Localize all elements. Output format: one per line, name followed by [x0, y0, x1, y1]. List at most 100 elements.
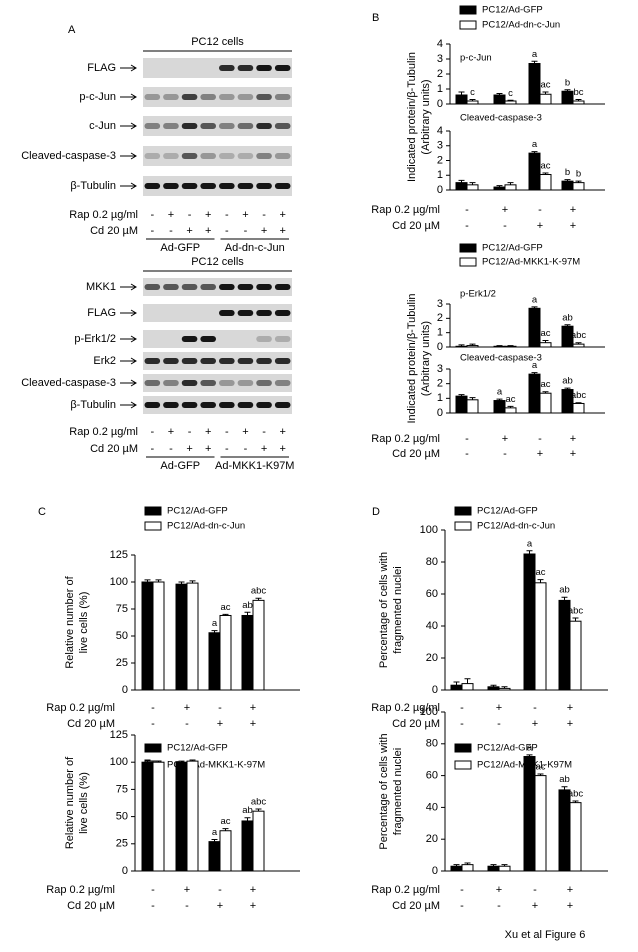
- y-tick-label: 1: [437, 83, 443, 95]
- bar: [498, 865, 511, 872]
- significance-label: a: [532, 360, 538, 371]
- cd-sign: +: [217, 900, 223, 912]
- rap-sign: +: [279, 426, 285, 438]
- band: [181, 153, 198, 159]
- band: [200, 358, 217, 364]
- y-tick-label: 125: [110, 549, 128, 561]
- rap-sign: -: [151, 884, 155, 896]
- cd-sign: +: [261, 225, 267, 237]
- band: [181, 336, 198, 342]
- band: [144, 94, 161, 100]
- y-axis-label: Relative number of: [64, 756, 76, 849]
- group-label: Ad-GFP: [160, 242, 200, 254]
- bar: [528, 373, 541, 414]
- blot-strip: [143, 146, 292, 166]
- rap-sign: +: [205, 209, 211, 221]
- bar: [455, 345, 468, 348]
- significance-label: abc: [251, 586, 267, 597]
- significance-label: ab: [242, 600, 253, 611]
- error-bar: [458, 394, 465, 397]
- error-bar: [255, 597, 262, 601]
- error-bar: [496, 398, 503, 401]
- significance-label: a: [212, 827, 218, 838]
- blot-strip: [143, 352, 292, 370]
- blot-strip: [143, 176, 292, 196]
- bar: [487, 686, 500, 691]
- rap-sign: -: [533, 884, 537, 896]
- error-bar: [178, 581, 185, 585]
- significance-label: ab: [562, 376, 573, 387]
- error-bar: [561, 596, 568, 601]
- blot-row-label: Cleaved-caspase-3: [21, 377, 116, 389]
- rap-sign: +: [242, 209, 248, 221]
- rap-sign: -: [262, 209, 266, 221]
- rap-sign: -: [262, 426, 266, 438]
- cd-label: Cd 20 µM: [67, 718, 115, 730]
- group-label: Ad-GFP: [160, 460, 200, 472]
- y-tick-label: 25: [116, 657, 128, 669]
- panel-label: B: [372, 12, 379, 24]
- cd-sign: +: [217, 718, 223, 730]
- band: [256, 358, 272, 364]
- y-axis-label: (Arbitrary units): [420, 79, 432, 154]
- error-bar: [531, 60, 538, 64]
- band: [144, 380, 161, 386]
- arrow: [120, 182, 137, 190]
- cd-sign: -: [465, 220, 469, 232]
- error-bar: [526, 754, 533, 757]
- cd-sign: +: [570, 448, 576, 460]
- band: [274, 358, 291, 364]
- significance-label: a: [527, 742, 533, 753]
- significance-label: a: [532, 294, 538, 305]
- y-tick-label: 60: [426, 588, 438, 600]
- significance-label: ac: [220, 816, 230, 827]
- arrow: [120, 379, 137, 387]
- bar: [152, 581, 165, 691]
- panel-label: A: [68, 24, 76, 36]
- rap-sign: +: [502, 433, 508, 445]
- y-tick-label: 80: [426, 556, 438, 568]
- band: [163, 153, 179, 159]
- error-bar: [464, 678, 471, 684]
- significance-label: ac: [540, 161, 550, 172]
- rap-sign: +: [250, 884, 256, 896]
- rap-sign: -: [533, 702, 537, 714]
- y-tick-label: 100: [110, 756, 128, 768]
- cd-sign: +: [570, 220, 576, 232]
- band: [163, 183, 179, 189]
- cd-label: Cd 20 µM: [67, 900, 115, 912]
- cd-sign: +: [279, 443, 285, 455]
- bar: [141, 761, 154, 872]
- band: [256, 183, 272, 189]
- y-tick-label: 40: [426, 620, 438, 632]
- significance-label: b: [565, 167, 570, 178]
- cd-sign: -: [169, 225, 173, 237]
- error-bar: [501, 686, 508, 689]
- y-tick-label: 20: [426, 833, 438, 845]
- blot-row-label: Erk2: [93, 355, 116, 367]
- rap-label: Rap 0.2 µg/ml: [371, 702, 440, 714]
- band: [163, 94, 179, 100]
- y-tick-label: 0: [122, 865, 128, 877]
- band: [237, 358, 254, 364]
- rap-sign: -: [225, 426, 229, 438]
- band: [218, 153, 235, 159]
- arrow: [120, 152, 137, 160]
- rap-sign: +: [496, 702, 502, 714]
- significance-label: abc: [568, 789, 584, 800]
- blot-strip: [143, 58, 292, 78]
- bar: [493, 400, 506, 414]
- y-tick-label: 100: [420, 706, 438, 718]
- band: [200, 94, 217, 100]
- blot-strip: [143, 374, 292, 392]
- y-tick-label: 1: [437, 169, 443, 181]
- error-bar: [490, 684, 497, 687]
- bar: [572, 100, 585, 105]
- rap-sign: +: [496, 884, 502, 896]
- error-bar: [531, 372, 538, 375]
- error-bar: [255, 808, 262, 812]
- cd-sign: -: [169, 443, 173, 455]
- band: [181, 358, 198, 364]
- bar: [523, 553, 536, 691]
